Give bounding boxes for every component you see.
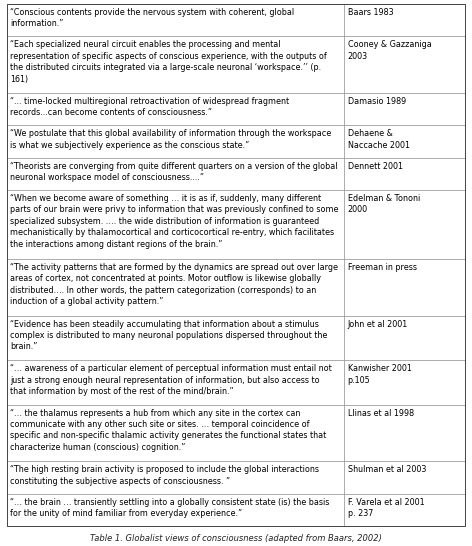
Text: Dehaene &
Naccache 2001: Dehaene & Naccache 2001	[348, 129, 410, 150]
Bar	[344, 494, 465, 526]
Text: Freeman in press: Freeman in press	[348, 263, 417, 272]
Text: “… the thalamus represents a hub from which any site in the cortex can
communica: “… the thalamus represents a hub from wh…	[10, 408, 326, 452]
Text: Damasio 1989: Damasio 1989	[348, 97, 406, 106]
Bar	[344, 259, 465, 316]
Text: Edelman & Tononi
2000: Edelman & Tononi 2000	[348, 194, 420, 215]
Text: Kanwisher 2001
p.105: Kanwisher 2001 p.105	[348, 364, 412, 384]
Bar	[344, 360, 465, 405]
Bar	[344, 4, 465, 36]
Bar	[7, 126, 344, 158]
Text: “... time-locked multiregional retroactivation of widespread fragment
records...: “... time-locked multiregional retroacti…	[10, 97, 289, 117]
Text: “We postulate that this global availability of information through the workspace: “We postulate that this global availabil…	[10, 129, 331, 150]
Text: Shulman et al 2003: Shulman et al 2003	[348, 465, 426, 474]
Text: “Conscious contents provide the nervous system with coherent, global
information: “Conscious contents provide the nervous …	[10, 8, 294, 28]
Text: Cooney & Gazzaniga
2003: Cooney & Gazzaniga 2003	[348, 40, 431, 61]
Text: “Each specialized neural circuit enables the processing and mental
representatio: “Each specialized neural circuit enables…	[10, 40, 327, 84]
Bar	[344, 190, 465, 259]
Text: Llinas et al 1998: Llinas et al 1998	[348, 408, 414, 418]
Bar	[344, 405, 465, 461]
Text: “When we become aware of something … it is as if, suddenly, many different
parts: “When we become aware of something … it …	[10, 194, 338, 248]
Bar	[7, 259, 344, 316]
Bar	[7, 360, 344, 405]
Bar	[7, 461, 344, 494]
Bar	[7, 316, 344, 360]
Text: “The activity patterns that are formed by the dynamics are spread out over large: “The activity patterns that are formed b…	[10, 263, 338, 306]
Text: “… awareness of a particular element of perceptual information must entail not
j: “… awareness of a particular element of …	[10, 364, 332, 396]
Bar	[7, 405, 344, 461]
Bar	[7, 4, 344, 36]
Bar	[7, 36, 344, 93]
Text: “The high resting brain activity is proposed to include the global interactions
: “The high resting brain activity is prop…	[10, 465, 319, 486]
Text: “… the brain … transiently settling into a globally consistent state (is) the ba: “… the brain … transiently settling into…	[10, 497, 329, 518]
Text: Baars 1983: Baars 1983	[348, 8, 393, 17]
Text: John et al 2001: John et al 2001	[348, 319, 408, 329]
Text: “Evidence has been steadily accumulating that information about a stimulus
compl: “Evidence has been steadily accumulating…	[10, 319, 328, 352]
Text: Dennett 2001: Dennett 2001	[348, 162, 403, 170]
Bar	[344, 316, 465, 360]
Text: Table 1. Globalist views of consciousness (adapted from Baars, 2002): Table 1. Globalist views of consciousnes…	[90, 534, 382, 543]
Bar	[7, 190, 344, 259]
Bar	[7, 158, 344, 190]
Bar	[344, 158, 465, 190]
Bar	[344, 93, 465, 126]
Text: “Theorists are converging from quite different quarters on a version of the glob: “Theorists are converging from quite dif…	[10, 162, 337, 182]
Bar	[7, 93, 344, 126]
Bar	[344, 126, 465, 158]
Bar	[7, 494, 344, 526]
Text: F. Varela et al 2001
p. 237: F. Varela et al 2001 p. 237	[348, 497, 424, 518]
Bar	[344, 461, 465, 494]
Bar	[344, 36, 465, 93]
